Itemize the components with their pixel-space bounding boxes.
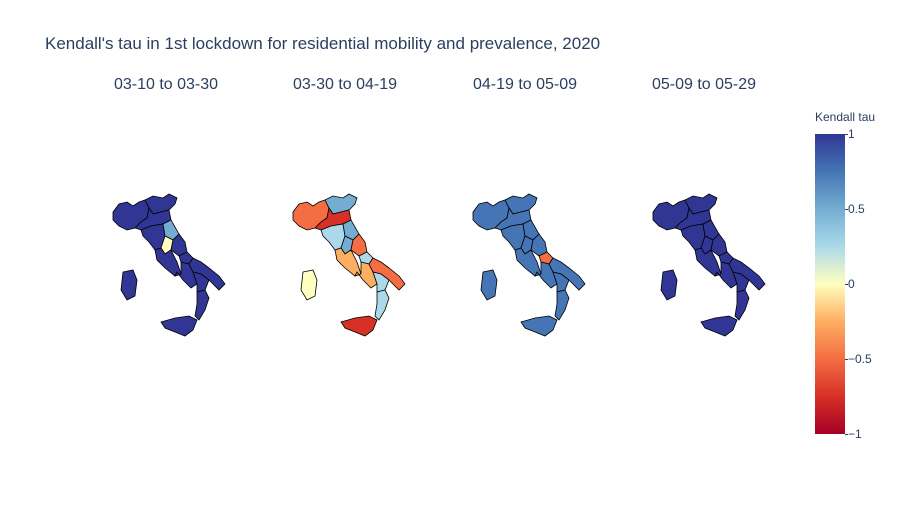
italy-map-1[interactable]	[105, 180, 245, 360]
colorbar-tick-label: −0.5	[848, 352, 872, 366]
region-lazio[interactable]	[514, 247, 542, 277]
region-sicily[interactable]	[160, 315, 198, 337]
colorbar-tick-mark	[845, 359, 848, 360]
region-sicily[interactable]	[700, 315, 738, 337]
colorbar-tick-mark	[845, 134, 848, 135]
map-subtitle-1: 03-10 to 03-30	[113, 76, 219, 93]
region-sicily[interactable]	[520, 315, 558, 337]
colorbar-tick-label: −1	[848, 427, 862, 441]
chart-title: Kendall's tau in 1st lockdown for reside…	[45, 34, 601, 53]
colorbar-tick-mark	[845, 209, 848, 210]
colorbar-tick-label: 0.5	[848, 202, 865, 216]
region-sardinia[interactable]	[480, 269, 498, 301]
map-subtitle-4: 05-09 to 05-29	[651, 76, 757, 93]
italy-map-3[interactable]	[465, 180, 605, 360]
region-lazio[interactable]	[694, 247, 722, 277]
colorbar-tick-mark	[845, 434, 848, 435]
region-lazio[interactable]	[334, 247, 362, 277]
region-lazio[interactable]	[154, 247, 182, 277]
map-subtitle-3: 04-19 to 05-09	[472, 76, 578, 93]
colorbar-tick-label: 0	[848, 277, 855, 291]
map-subtitle-2: 03-30 to 04-19	[292, 76, 398, 93]
colorbar-tick-label: 1	[848, 127, 855, 141]
region-sardinia[interactable]	[120, 269, 138, 301]
italy-map-2[interactable]	[285, 180, 425, 360]
region-calabria[interactable]	[734, 289, 750, 321]
region-sardinia[interactable]	[660, 269, 678, 301]
colorbar-tick-mark	[845, 284, 848, 285]
region-calabria[interactable]	[554, 289, 570, 321]
colorbar-title: Kendall tau	[815, 110, 876, 124]
region-calabria[interactable]	[194, 289, 210, 321]
region-calabria[interactable]	[374, 289, 390, 321]
region-sicily[interactable]	[340, 315, 378, 337]
colorbar	[815, 134, 845, 434]
italy-map-4[interactable]	[645, 180, 785, 360]
region-sardinia[interactable]	[300, 269, 318, 301]
